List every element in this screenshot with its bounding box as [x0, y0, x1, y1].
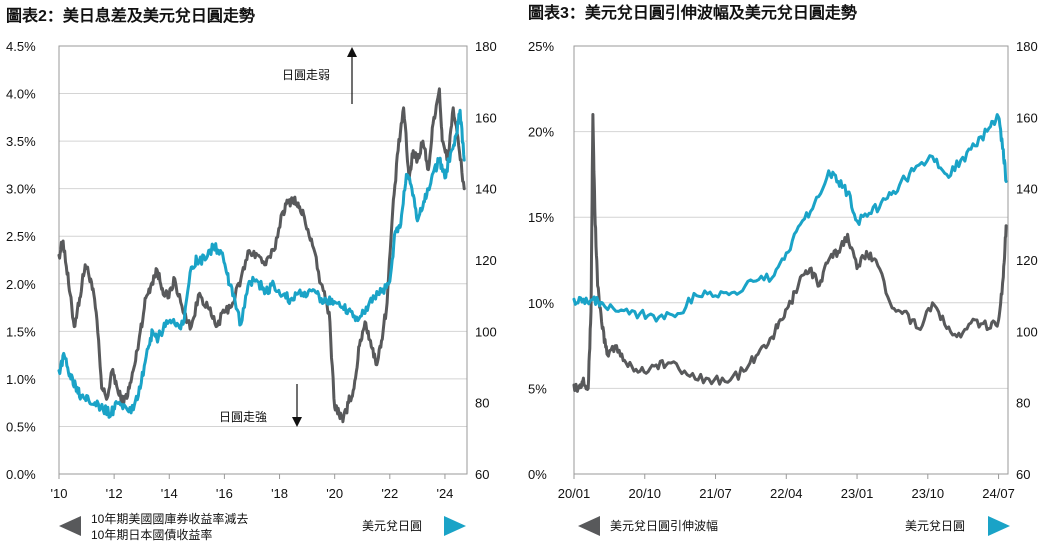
right-tick-label: 60	[1016, 467, 1030, 482]
chart-3-legend: 美元兌日圓引伸波幅 美元兌日圓	[578, 516, 1010, 536]
right-tick-label: 120	[475, 253, 497, 268]
left-tick-label: 1.5%	[6, 324, 36, 339]
x-tick-label: '14	[161, 486, 178, 501]
arrow-up-icon	[347, 47, 357, 57]
right-tick-label: 180	[475, 39, 497, 54]
chart-3: 圖表3：美元兌日圓引伸波幅及美元兌日圓走勢 0% 5% 10% 15% 20% 25% 6…	[528, 3, 1038, 536]
chart-2-legend: 10年期美國國庫券收益率減去 10年期日本國債收益率 美元兌日圓	[59, 511, 466, 542]
left-tick-label: 10%	[528, 296, 554, 311]
left-tick-label: 3.5%	[6, 134, 36, 149]
left-tick-label: 2.0%	[6, 277, 36, 292]
chart-2-title: 圖表2：美日息差及美元兌日圓走勢	[6, 6, 255, 25]
chart-2-left-axis: 0.0% 0.5% 1.0% 1.5% 2.0% 2.5% 3.0% 3.5% 4.0% 4.5%	[6, 39, 36, 482]
x-tick-label: '16	[216, 486, 233, 501]
x-tick-label: 24/07	[982, 486, 1015, 501]
annotation-strong-label: 日圓走強	[219, 410, 267, 424]
chart-2: 圖表2：美日息差及美元兌日圓走勢 0.0% 0.5% 1.0% 1.5% 2.0% 2.5…	[6, 6, 497, 542]
x-tick-label: '12	[106, 486, 123, 501]
chart-2-gridlines	[59, 93, 467, 427]
right-tick-label: 180	[1016, 39, 1038, 54]
left-tick-label: 20%	[528, 125, 554, 140]
left-tick-label: 15%	[528, 210, 554, 225]
x-tick-label: 21/07	[699, 486, 732, 501]
series-line-usdjpy	[57, 108, 466, 419]
left-tick-label: 0.5%	[6, 419, 36, 434]
triangle-left-icon	[578, 516, 600, 536]
chart-3-right-axis: 60 80 100 120 140 160 180	[1016, 39, 1038, 482]
chart-3-series	[572, 113, 1008, 393]
series-line-left-axis	[572, 113, 1008, 393]
right-tick-label: 100	[1016, 324, 1038, 339]
right-tick-label: 160	[1016, 110, 1038, 125]
chart-2-right-axis: 60 80 100 120 140 160 180	[475, 39, 497, 482]
right-tick-label: 100	[475, 324, 497, 339]
x-tick-label: 20/01	[558, 486, 591, 501]
x-tick-label: 23/01	[841, 486, 874, 501]
series-line-left-axis	[57, 87, 466, 424]
right-tick-label: 140	[475, 182, 497, 197]
x-tick-label: 20/10	[628, 486, 661, 501]
x-tick-label: '24	[436, 486, 453, 501]
chart-3-x-axis: 20/01 20/10 21/07 22/04 23/01 23/10 24/07	[558, 474, 1015, 501]
triangle-right-icon	[988, 516, 1010, 536]
legend-usdjpy: 美元兌日圓	[362, 519, 422, 533]
annotation-yen-strong: 日圓走強	[219, 384, 302, 427]
chart-3-title: 圖表3：美元兌日圓引伸波幅及美元兌日圓走勢	[528, 3, 857, 22]
x-tick-label: '18	[271, 486, 288, 501]
chart-2-x-axis: '10 '12 '14 '16 '18 '20 '22 '24	[51, 474, 453, 501]
left-tick-label: 0.0%	[6, 467, 36, 482]
left-tick-label: 2.5%	[6, 229, 36, 244]
triangle-right-icon	[444, 516, 466, 536]
triangle-left-icon	[59, 516, 81, 536]
annotation-yen-weak: 日圓走弱	[282, 47, 357, 104]
chart-2-series	[57, 87, 466, 424]
x-tick-label: '22	[381, 486, 398, 501]
right-tick-label: 120	[1016, 253, 1038, 268]
x-tick-label: '20	[326, 486, 343, 501]
x-tick-label: 22/04	[770, 486, 803, 501]
legend-usdjpy: 美元兌日圓	[905, 519, 965, 533]
arrow-down-icon	[292, 417, 302, 427]
legend-implied-vol: 美元兌日圓引伸波幅	[610, 518, 718, 533]
left-tick-label: 0%	[528, 467, 547, 482]
series-line-usdjpy	[572, 113, 1008, 323]
legend-spread-line2: 10年期日本國債收益率	[91, 527, 212, 542]
chart-3-plot-frame	[573, 45, 1009, 475]
chart-2-plot-frame	[58, 45, 468, 475]
left-tick-label: 1.0%	[6, 372, 36, 387]
left-tick-label: 5%	[528, 381, 547, 396]
left-tick-label: 25%	[528, 39, 554, 54]
annotation-weak-label: 日圓走弱	[282, 68, 330, 82]
right-tick-label: 160	[475, 110, 497, 125]
x-tick-label: 23/10	[912, 486, 945, 501]
left-tick-label: 4.0%	[6, 87, 36, 102]
left-tick-label: 3.0%	[6, 182, 36, 197]
chart-3-left-axis: 0% 5% 10% 15% 20% 25%	[528, 39, 554, 482]
right-tick-label: 80	[475, 396, 489, 411]
legend-spread-line1: 10年期美國國庫券收益率減去	[91, 511, 248, 526]
right-tick-label: 80	[1016, 396, 1030, 411]
right-tick-label: 60	[475, 467, 489, 482]
right-tick-label: 140	[1016, 182, 1038, 197]
x-tick-label: '10	[51, 486, 68, 501]
left-tick-label: 4.5%	[6, 39, 36, 54]
